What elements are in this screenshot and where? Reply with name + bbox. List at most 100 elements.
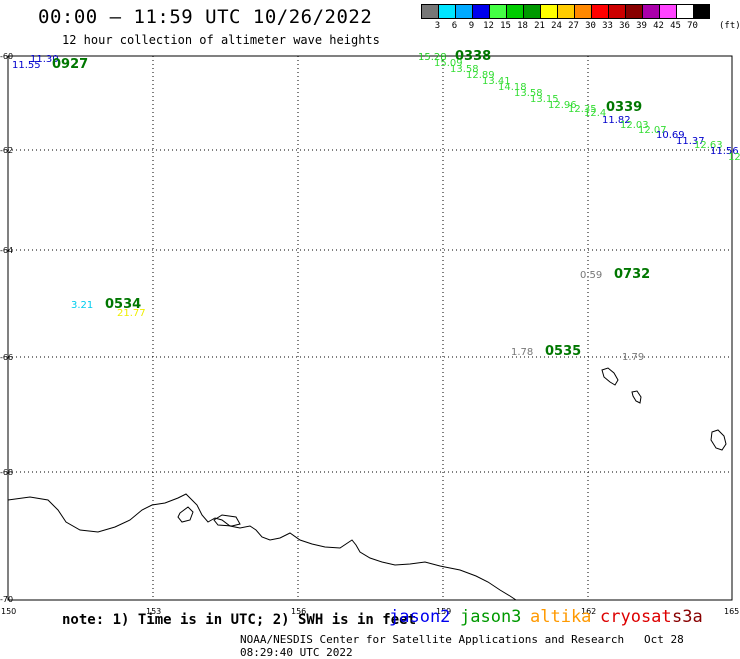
legend-swatch [455, 4, 472, 19]
legend-label: 42 [653, 21, 664, 31]
satellite-altika: altika [530, 607, 592, 627]
legend-swatch [523, 4, 540, 19]
color-legend [421, 4, 710, 19]
legend-swatch [489, 4, 506, 19]
legend-swatch [591, 4, 608, 19]
footer-credit: NOAA/NESDIS Center for Satellite Applica… [240, 633, 740, 659]
wave-height-label: 13.58 [514, 88, 543, 99]
legend-swatch [438, 4, 455, 19]
wave-height-label: 21.77 [117, 308, 146, 319]
wave-height-label: 3.21 [71, 300, 93, 311]
legend-label: 27 [568, 21, 579, 31]
legend-swatch [693, 4, 710, 19]
legend-unit: (ft) [719, 21, 740, 31]
chart-subtitle: 12 hour collection of altimeter wave hei… [62, 33, 380, 47]
pass-time-label: 0534 [105, 297, 141, 312]
satellite-cryosat: cryosat [600, 607, 672, 627]
lon-label: 156 [291, 607, 306, 616]
legend-swatch [608, 4, 625, 19]
wave-height-label: 12.03 [620, 120, 649, 131]
legend-label: 9 [468, 21, 475, 31]
map-frame [7, 55, 733, 601]
chart-title: 00:00 – 11:59 UTC 10/26/2022 [38, 6, 373, 28]
legend-label: 30 [585, 21, 596, 31]
wave-height-label: 12.07 [638, 125, 667, 136]
wave-height-label: 12.4 [584, 108, 606, 119]
wave-height-label: 12 [728, 152, 740, 163]
lon-label: 159 [436, 607, 451, 616]
legend-swatch [642, 4, 659, 19]
legend-swatch [659, 4, 676, 19]
legend-label: 21 [534, 21, 545, 31]
credit-text: NOAA/NESDIS Center for Satellite Applica… [240, 633, 625, 646]
legend-label: 18 [517, 21, 528, 31]
pass-time-label: 0338 [455, 49, 491, 64]
legend-swatch [506, 4, 523, 19]
pass-time-label: 0927 [52, 57, 88, 72]
island-2 [631, 390, 642, 404]
island-3 [710, 429, 727, 451]
wave-height-label: 11.37 [676, 136, 705, 147]
legend-label: 36 [619, 21, 630, 31]
wave-height-label: 1.78 [511, 347, 533, 358]
legend-label: 3 [434, 21, 441, 31]
wave-height-label: 12.89 [466, 70, 495, 81]
legend-swatch [421, 4, 438, 19]
legend-label: 6 [451, 21, 458, 31]
pass-time-label: 0339 [606, 100, 642, 115]
wave-height-label: 11.55 [12, 60, 41, 71]
coast-inlet-2 [213, 514, 241, 527]
wave-height-label: 0.59 [580, 270, 602, 281]
wave-height-label: 12.35 [568, 104, 597, 115]
legend-label: 45 [670, 21, 681, 31]
wave-height-label: 11.56 [710, 146, 739, 157]
lat-label: -64 [0, 246, 13, 255]
legend-label: 70 [687, 21, 698, 31]
legend-swatch [574, 4, 591, 19]
legend-swatch [557, 4, 574, 19]
footer-note: note: 1) Time is in UTC; 2) SWH is in fe… [62, 612, 417, 628]
lon-label: 165 [724, 607, 739, 616]
lat-label: -62 [0, 146, 13, 155]
wave-height-label: 1.79 [622, 352, 644, 363]
wave-height-label: 12.63 [694, 140, 723, 151]
lat-label: -68 [0, 468, 13, 477]
wave-height-label: 11.82 [602, 115, 631, 126]
lat-label: -60 [0, 52, 13, 61]
wave-height-label: 10.69 [656, 130, 685, 141]
lon-label: 153 [146, 607, 161, 616]
wave-height-label: 13.15 [530, 94, 559, 105]
lat-label: -66 [0, 353, 13, 362]
legend-swatch [625, 4, 642, 19]
wave-height-label: 13.58 [450, 64, 479, 75]
island-1 [601, 367, 619, 386]
legend-swatch [540, 4, 557, 19]
lon-label: 150 [1, 607, 16, 616]
coastline [7, 493, 517, 601]
satellite-jason2: jason2 [389, 607, 451, 627]
observations: 11.30 11.55 0927 15.28 0338 15.09 13.58 … [12, 49, 740, 363]
lon-label: 162 [581, 607, 596, 616]
legend-swatch [676, 4, 693, 19]
lat-label: -70 [0, 595, 13, 604]
pass-time-label: 0732 [614, 267, 650, 282]
wave-height-label: 13.41 [482, 76, 511, 87]
wave-height-label: 14.18 [498, 82, 527, 93]
wave-height-label: 15.09 [434, 58, 463, 69]
legend-label: 39 [636, 21, 647, 31]
legend-label: 15 [500, 21, 511, 31]
legend-label: 24 [551, 21, 562, 31]
wave-height-label: 12.96 [548, 100, 577, 111]
wave-height-label: 15.28 [418, 52, 447, 63]
satellite-s3a: s3a [672, 607, 703, 627]
pass-time-label: 0535 [545, 344, 581, 359]
coast-inlet [177, 506, 194, 523]
legend-label: 33 [602, 21, 613, 31]
legend-swatch [472, 4, 489, 19]
legend-label: 12 [483, 21, 494, 31]
legend-labels: 3 6 9 12 15 18 21 24 27 30 33 36 39 42 45 70 [421, 21, 701, 31]
gridlines [8, 56, 732, 600]
wave-height-label: 11.30 [30, 54, 59, 65]
satellite-jason3: jason3 [460, 607, 522, 627]
